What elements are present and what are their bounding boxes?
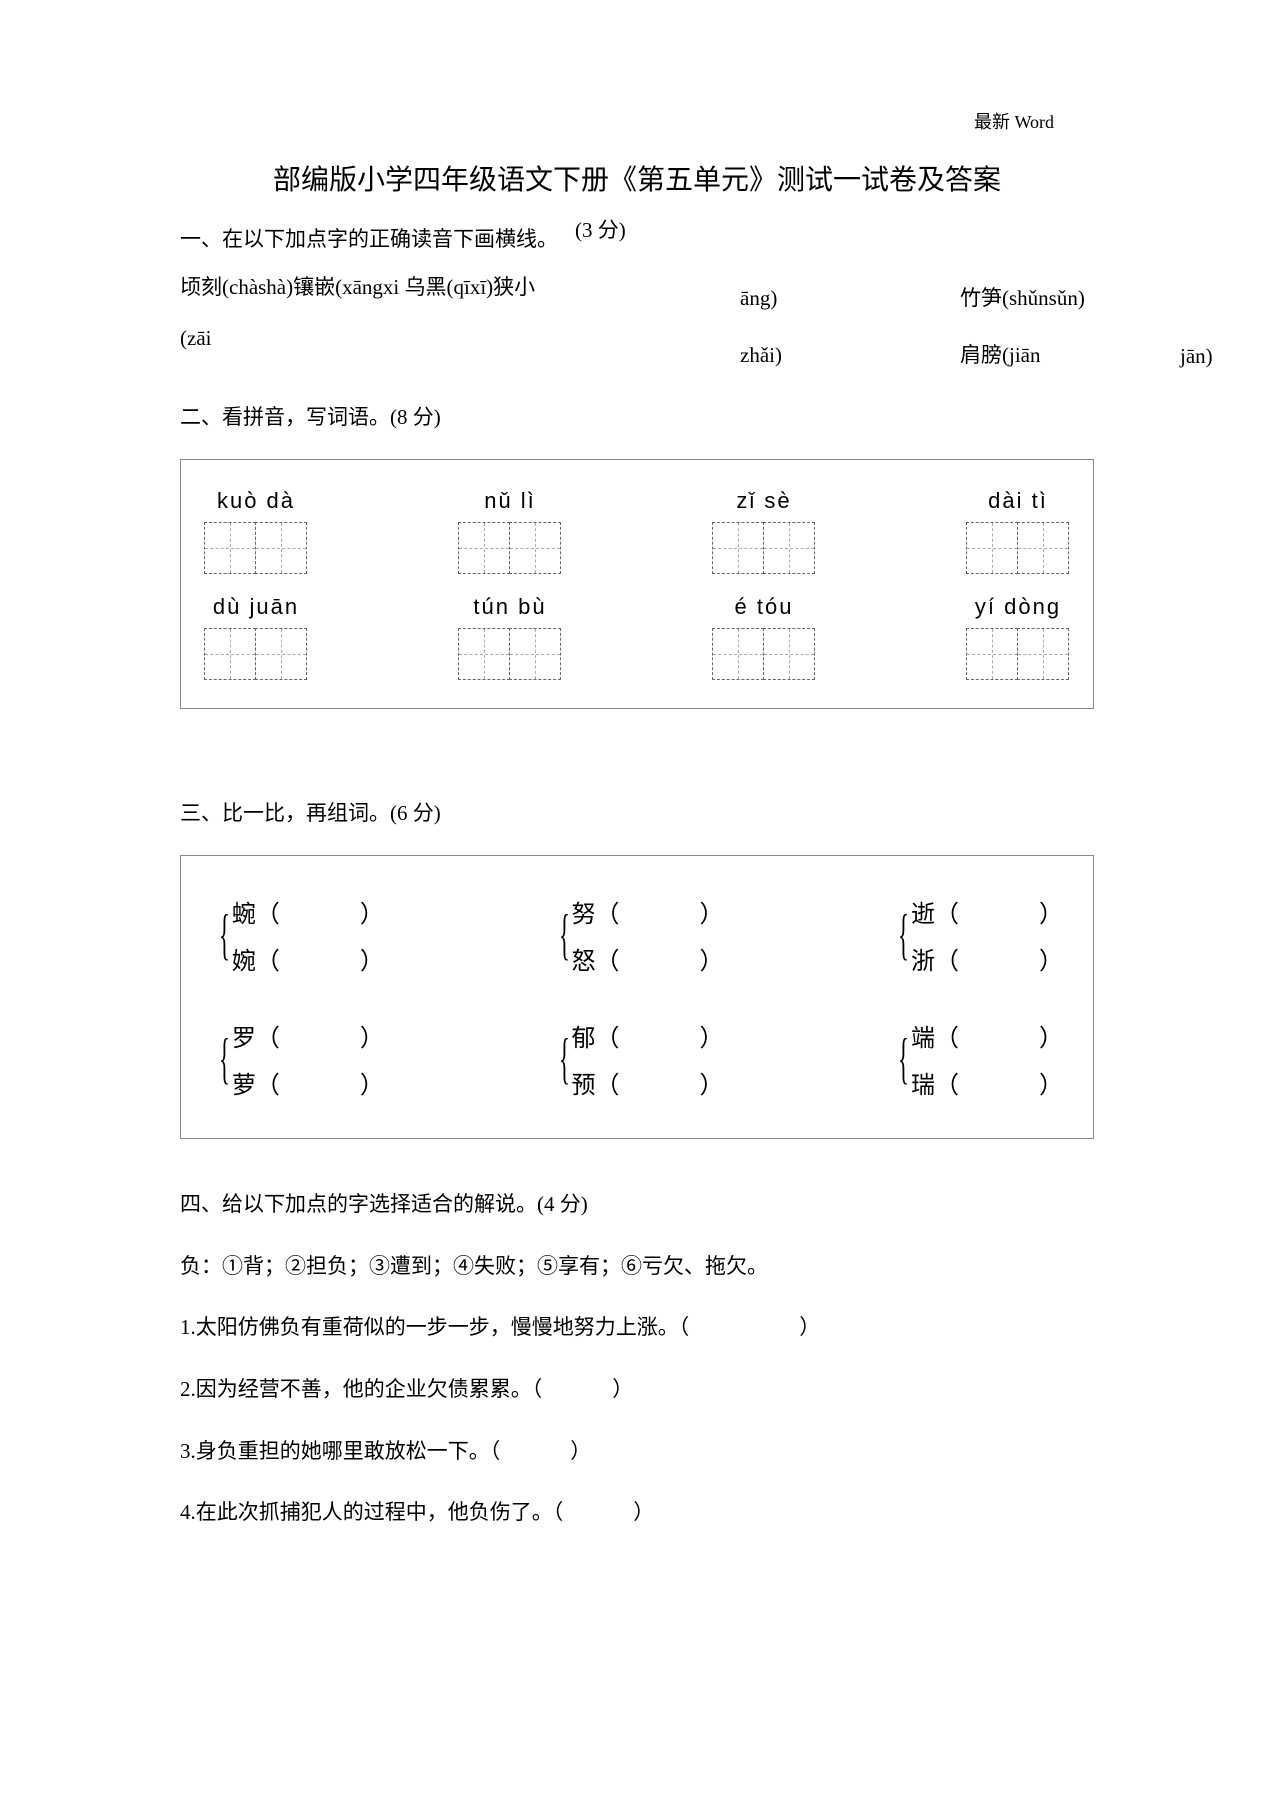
pinyin-text: dù juān <box>213 594 299 620</box>
section3-heading: 三、比一比，再组词。(6 分) <box>180 797 1094 827</box>
char-box <box>509 522 561 574</box>
bracket-icon: { <box>559 913 570 958</box>
char-box <box>1017 628 1069 680</box>
char: 蜿 <box>232 902 256 928</box>
pinyin-col-3: zǐ sè é tóu <box>713 488 815 680</box>
char-box <box>255 628 307 680</box>
char-box <box>509 628 561 680</box>
far: jān) <box>1180 328 1213 385</box>
char: 努 <box>571 902 595 928</box>
pinyin-col-2: nǔ lì tún bù <box>459 488 561 680</box>
section1-col-right: 竹笋(shǔnsǔn) 肩膀(jiān <box>960 270 1085 383</box>
char: 端 <box>911 1026 935 1052</box>
section4-def: 负：①背；②担负；③遭到；④失败；⑤享有；⑥亏欠、拖欠。 <box>180 1249 1094 1285</box>
compare-pair: { 罗（） 萝（） <box>211 1018 384 1100</box>
mid2: zhǎi) <box>740 327 782 384</box>
bracket-icon: { <box>898 1037 909 1082</box>
section4-heading: 四、给以下加点的字选择适合的解说。(4 分) <box>180 1187 1094 1223</box>
char-box <box>204 628 256 680</box>
pinyin-col-4: dài tì yí dòng <box>967 488 1069 680</box>
char-box <box>712 522 764 574</box>
bracket-icon: { <box>219 913 230 958</box>
pinyin-item: é tóu <box>713 594 815 680</box>
pinyin-item: zǐ sè <box>713 488 815 574</box>
char-box <box>204 522 256 574</box>
char-box <box>763 628 815 680</box>
compare-pair: { 逝（） 浙（） <box>890 894 1063 976</box>
pinyin-text: nǔ lì <box>484 488 536 514</box>
pinyin-item: nǔ lì <box>459 488 561 574</box>
mid1: āng) <box>740 270 782 327</box>
char: 萝 <box>232 1073 256 1099</box>
r2: 肩膀(jiān <box>960 327 1085 384</box>
header-label: 最新 Word <box>974 108 1054 134</box>
compare-pair: { 蜿（） 婉（） <box>211 894 384 976</box>
char: 婉 <box>232 949 256 975</box>
pinyin-grid: kuò dà dù juān nǔ lì tún bù zǐ sè <box>180 459 1094 709</box>
section1-line2: 顷刻(chàshà)镶嵌(xāngxi 乌黑(qīxī)狭小 <box>180 262 1094 312</box>
section1-line3: (zāi <box>180 313 1094 363</box>
section2-heading: 二、看拼音，写词语。(8 分) <box>180 401 1094 431</box>
section1-heading: 一、在以下加点字的正确读音下画横线。 <box>180 216 1094 262</box>
pinyin-text: tún bù <box>473 594 546 620</box>
compare-col-1: { 蜿（） 婉（） { 罗（） 萝（） <box>211 894 384 1100</box>
page-title: 部编版小学四年级语文下册《第五单元》测试一试卷及答案 <box>180 158 1094 198</box>
section1-col-far: jān) <box>1180 328 1213 385</box>
bracket-icon: { <box>219 1037 230 1082</box>
char-box <box>1017 522 1069 574</box>
compare-col-3: { 逝（） 浙（） { 端（） 瑞（） <box>890 894 1063 1100</box>
char-box <box>458 522 510 574</box>
q2: 2.因为经营不善，他的企业欠债累累。（） <box>180 1372 1094 1408</box>
compare-pair: { 郁（） 预（） <box>551 1018 724 1100</box>
bracket-icon: { <box>898 913 909 958</box>
compare-col-2: { 努（） 怒（） { 郁（） 预（） <box>551 894 724 1100</box>
char-box <box>458 628 510 680</box>
char-box <box>966 522 1018 574</box>
pinyin-item: tún bù <box>459 594 561 680</box>
q3: 3.身负重担的她哪里敢放松一下。（） <box>180 1434 1094 1470</box>
char: 逝 <box>911 902 935 928</box>
char: 预 <box>571 1073 595 1099</box>
section1-score: (3 分) <box>575 214 626 244</box>
bracket-icon: { <box>559 1037 570 1082</box>
pinyin-item: dài tì <box>967 488 1069 574</box>
char: 浙 <box>911 949 935 975</box>
r1: 竹笋(shǔnsǔn) <box>960 270 1085 327</box>
pinyin-text: yí dòng <box>975 594 1061 620</box>
char: 罗 <box>232 1026 256 1052</box>
section4: 四、给以下加点的字选择适合的解说。(4 分) 负：①背；②担负；③遭到；④失败；… <box>180 1187 1094 1531</box>
char-box <box>712 628 764 680</box>
pinyin-text: zǐ sè <box>736 488 791 514</box>
compare-pair: { 端（） 瑞（） <box>890 1018 1063 1100</box>
section1: 一、在以下加点字的正确读音下画横线。 (3 分) 顷刻(chàshà)镶嵌(xā… <box>180 216 1094 363</box>
pinyin-item: dù juān <box>205 594 307 680</box>
pinyin-text: dài tì <box>988 488 1048 514</box>
char-box <box>763 522 815 574</box>
char: 怒 <box>571 949 595 975</box>
pinyin-item: kuò dà <box>205 488 307 574</box>
section1-col-mid: āng) zhǎi) <box>740 270 782 383</box>
pinyin-text: é tóu <box>735 594 794 620</box>
char-box <box>255 522 307 574</box>
pinyin-text: kuò dà <box>217 488 295 514</box>
pinyin-item: yí dòng <box>967 594 1069 680</box>
q1: 1.太阳仿佛负有重荷似的一步一步，慢慢地努力上涨。（） <box>180 1310 1094 1346</box>
pinyin-col-1: kuò dà dù juān <box>205 488 307 680</box>
char: 郁 <box>571 1026 595 1052</box>
char-box <box>966 628 1018 680</box>
char: 瑞 <box>911 1073 935 1099</box>
compare-pair: { 努（） 怒（） <box>551 894 724 976</box>
compare-grid: { 蜿（） 婉（） { 罗（） 萝（） { 努（） 怒（） <box>180 855 1094 1139</box>
q4: 4.在此次抓捕犯人的过程中，他负伤了。（） <box>180 1495 1094 1531</box>
